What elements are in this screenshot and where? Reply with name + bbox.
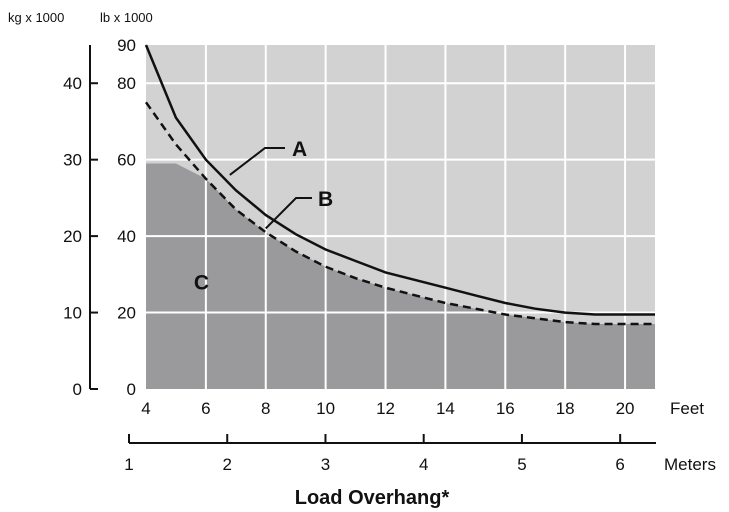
series-c-label: C — [194, 272, 209, 295]
x-tick-label-meters: 3 — [321, 455, 330, 474]
x-unit-secondary: Meters — [664, 455, 716, 474]
series-b-leader — [265, 197, 312, 230]
x-tick-label-feet: 20 — [616, 399, 635, 418]
x-tick-label-meters: 1 — [124, 455, 133, 474]
y-tick-label-lb: 90 — [117, 36, 136, 55]
y-tick-label-kg: 0 — [73, 380, 82, 399]
x-tick-label-meters: 6 — [615, 455, 624, 474]
y-tick-label-lb: 20 — [117, 304, 136, 323]
x-tick-label-meters: 2 — [222, 455, 231, 474]
area-c — [146, 163, 655, 389]
x-tick-label-feet: 18 — [556, 399, 575, 418]
x-axis-title: Load Overhang* — [295, 487, 450, 509]
y-tick-label-lb: 0 — [127, 380, 136, 399]
plot-area: A B C — [144, 44, 655, 389]
series-a-line — [144, 44, 655, 316]
x-tick-label-feet: 16 — [496, 399, 515, 418]
x-tick-label-feet: 12 — [376, 399, 395, 418]
y-tick-label-kg: 20 — [63, 227, 82, 246]
x-tick-label-feet: 14 — [436, 399, 455, 418]
x-tick-label-feet: 6 — [201, 399, 210, 418]
x-tick-label-meters: 4 — [419, 455, 428, 474]
x-tick-label-meters: 5 — [517, 455, 526, 474]
y-tick-label-kg: 10 — [63, 304, 82, 323]
x-tick-label-feet: 8 — [261, 399, 270, 418]
y-tick-label-lb: 60 — [117, 151, 136, 170]
x-unit-primary: Feet — [670, 399, 704, 418]
y-tick-label-kg: 30 — [63, 151, 82, 170]
y-tick-label-lb: 80 — [117, 74, 136, 93]
series-b-label: B — [318, 188, 333, 211]
x-tick-label-feet: 4 — [141, 399, 150, 418]
y-tick-label-kg: 40 — [63, 74, 82, 93]
series-b-line — [144, 101, 655, 326]
series-a-label: A — [292, 138, 307, 161]
y-tick-label-lb: 40 — [117, 227, 136, 246]
y-unit-left: kg x 1000 — [8, 10, 64, 25]
labels: kg x 1000 lb x 1000 Feet Meters Load Ove… — [8, 10, 716, 509]
x-tick-label-feet: 10 — [316, 399, 335, 418]
y-unit-right: lb x 1000 — [100, 10, 153, 25]
series-a-leader — [229, 147, 285, 176]
